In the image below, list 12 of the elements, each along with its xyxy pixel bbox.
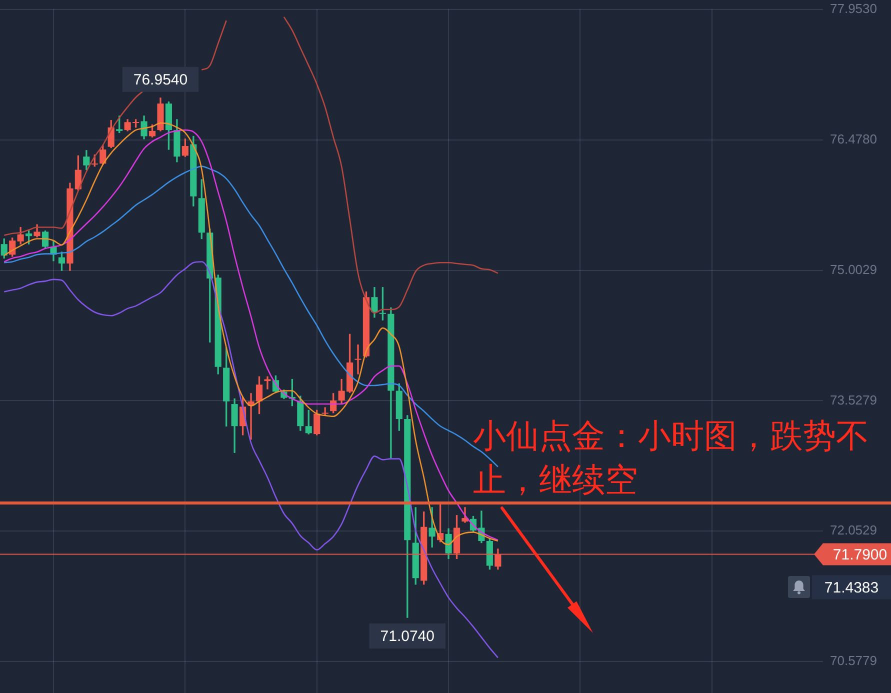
y-tick-label: 70.5779 <box>830 652 877 668</box>
annotation: 71.0740 <box>380 628 434 646</box>
text: 71.4383 <box>824 579 879 596</box>
y-tick-label: 76.4780 <box>830 132 877 147</box>
y-tick-label: 77.9530 <box>830 1 877 16</box>
candlestick <box>354 344 362 374</box>
y-tick-label: 75.0029 <box>830 262 877 277</box>
annotation: 小仙点金：小时图，跌势不止，继续空 <box>473 416 870 499</box>
y-tick-label: 73.5279 <box>830 392 877 408</box>
annotation: 76.9540 <box>133 72 188 89</box>
y-tick-label: 72.0529 <box>830 522 877 538</box>
ref-line-label: 71.7900 <box>832 546 888 564</box>
